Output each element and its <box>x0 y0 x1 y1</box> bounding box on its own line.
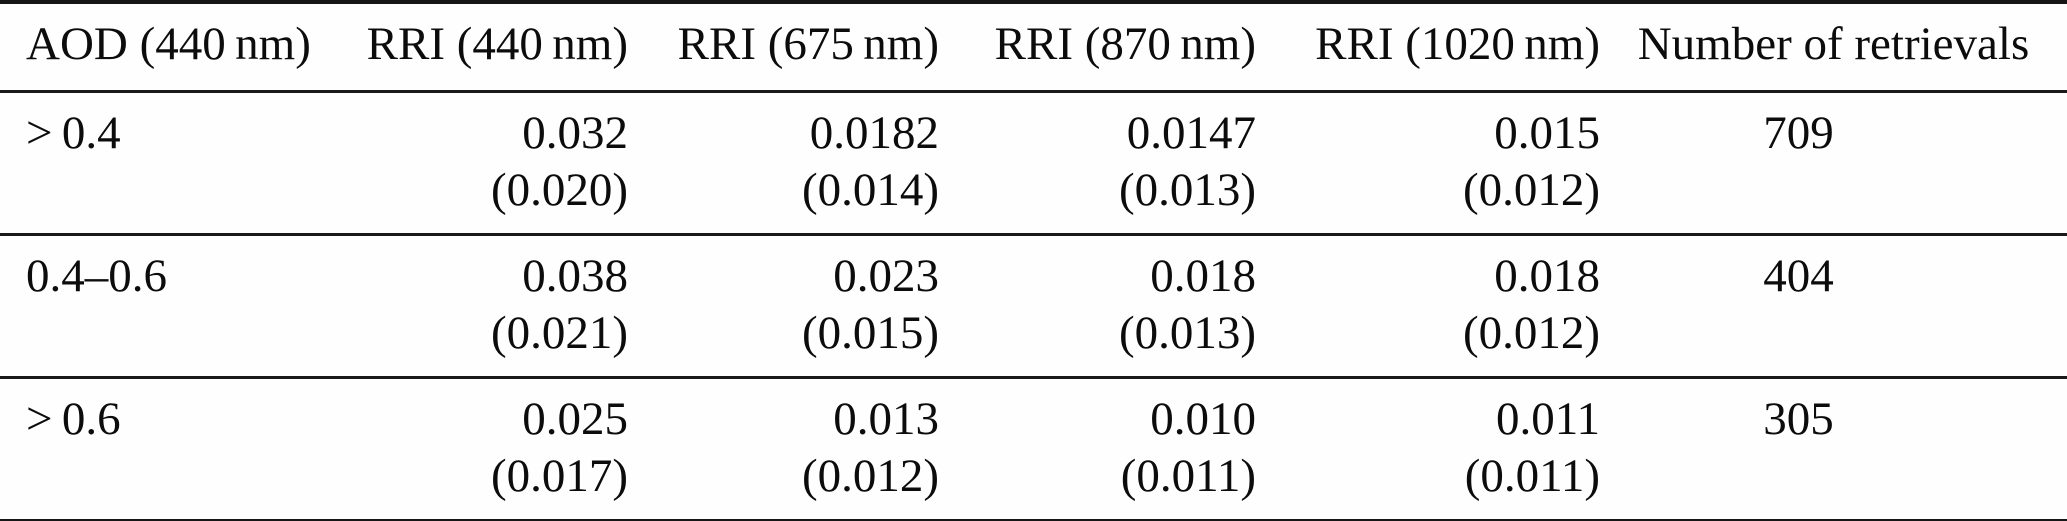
column-header-rri-440: RRI (440 nm) <box>340 2 628 93</box>
rri-675-cell: 0.023 (0.015) <box>628 235 939 378</box>
rri-440-cell: 0.032 (0.020) <box>340 92 628 235</box>
rri-1020-std: (0.012) <box>1462 164 1600 216</box>
rri-870-std: (0.013) <box>1118 307 1256 359</box>
rri-675-std: (0.014) <box>801 164 939 216</box>
retrievals-count: 305 <box>1763 393 1834 445</box>
rri-870-cell: 0.0147 (0.013) <box>939 92 1256 235</box>
retrievals-count: 709 <box>1763 107 1834 159</box>
rri-675-cell: 0.013 (0.012) <box>628 378 939 521</box>
rri-870-mean: 0.018 <box>1150 250 1256 302</box>
table-row-aod-gt-0.4: > 0.4 0.032 (0.020) 0.0182 (0.014) 0.014… <box>0 92 2067 235</box>
rri-1020-mean: 0.011 <box>1495 393 1600 445</box>
rri-1020-cell: 0.018 (0.012) <box>1256 235 1600 378</box>
aod-bin-cell: > 0.6 <box>0 378 340 521</box>
aod-bin-label: > 0.6 <box>26 393 121 445</box>
rri-870-mean: 0.0147 <box>1126 107 1256 159</box>
rri-675-mean: 0.013 <box>833 393 939 445</box>
rri-440-cell: 0.025 (0.017) <box>340 378 628 521</box>
retrievals-cell: 709 <box>1600 92 2067 235</box>
rri-440-mean: 0.038 <box>522 250 628 302</box>
rri-675-mean: 0.023 <box>833 250 939 302</box>
table-row-aod-0.4-0.6: 0.4–0.6 0.038 (0.021) 0.023 (0.015) 0.01… <box>0 235 2067 378</box>
table-row-aod-gt-0.6: > 0.6 0.025 (0.017) 0.013 (0.012) 0.010 … <box>0 378 2067 521</box>
column-header-rri-1020: RRI (1020 nm) <box>1256 2 1600 93</box>
rri-870-cell: 0.010 (0.011) <box>939 378 1256 521</box>
rri-1020-cell: 0.011 (0.011) <box>1256 378 1600 521</box>
retrievals-cell: 404 <box>1600 235 2067 378</box>
column-header-aod-440: AOD (440 nm) <box>0 2 340 93</box>
aod-bin-cell: 0.4–0.6 <box>0 235 340 378</box>
rri-440-std: (0.020) <box>490 164 628 216</box>
retrievals-count: 404 <box>1763 250 1834 302</box>
rri-870-cell: 0.018 (0.013) <box>939 235 1256 378</box>
rri-675-cell: 0.0182 (0.014) <box>628 92 939 235</box>
rri-1020-std: (0.012) <box>1462 307 1600 359</box>
rri-675-std: (0.012) <box>801 450 939 502</box>
rri-440-std: (0.021) <box>490 307 628 359</box>
rri-440-mean: 0.025 <box>522 393 628 445</box>
aod-bin-cell: > 0.4 <box>0 92 340 235</box>
column-header-rri-675: RRI (675 nm) <box>628 2 939 93</box>
rri-440-cell: 0.038 (0.021) <box>340 235 628 378</box>
column-header-rri-870: RRI (870 nm) <box>939 2 1256 93</box>
rri-1020-cell: 0.015 (0.012) <box>1256 92 1600 235</box>
rri-675-std: (0.015) <box>801 307 939 359</box>
rri-1020-std: (0.011) <box>1464 450 1600 502</box>
table-header-row: AOD (440 nm) RRI (440 nm) RRI (675 nm) R… <box>0 2 2067 93</box>
column-header-retrievals: Number of retrievals <box>1600 2 2067 93</box>
rri-870-mean: 0.010 <box>1150 393 1256 445</box>
rri-870-std: (0.013) <box>1118 164 1256 216</box>
aod-bin-label: 0.4–0.6 <box>26 250 167 302</box>
aod-bin-label: > 0.4 <box>26 107 121 159</box>
rri-1020-mean: 0.015 <box>1494 107 1600 159</box>
rri-440-std: (0.017) <box>490 450 628 502</box>
rri-675-mean: 0.0182 <box>809 107 939 159</box>
retrievals-cell: 305 <box>1600 378 2067 521</box>
rri-440-mean: 0.032 <box>522 107 628 159</box>
rri-1020-mean: 0.018 <box>1494 250 1600 302</box>
rri-870-std: (0.011) <box>1120 450 1256 502</box>
